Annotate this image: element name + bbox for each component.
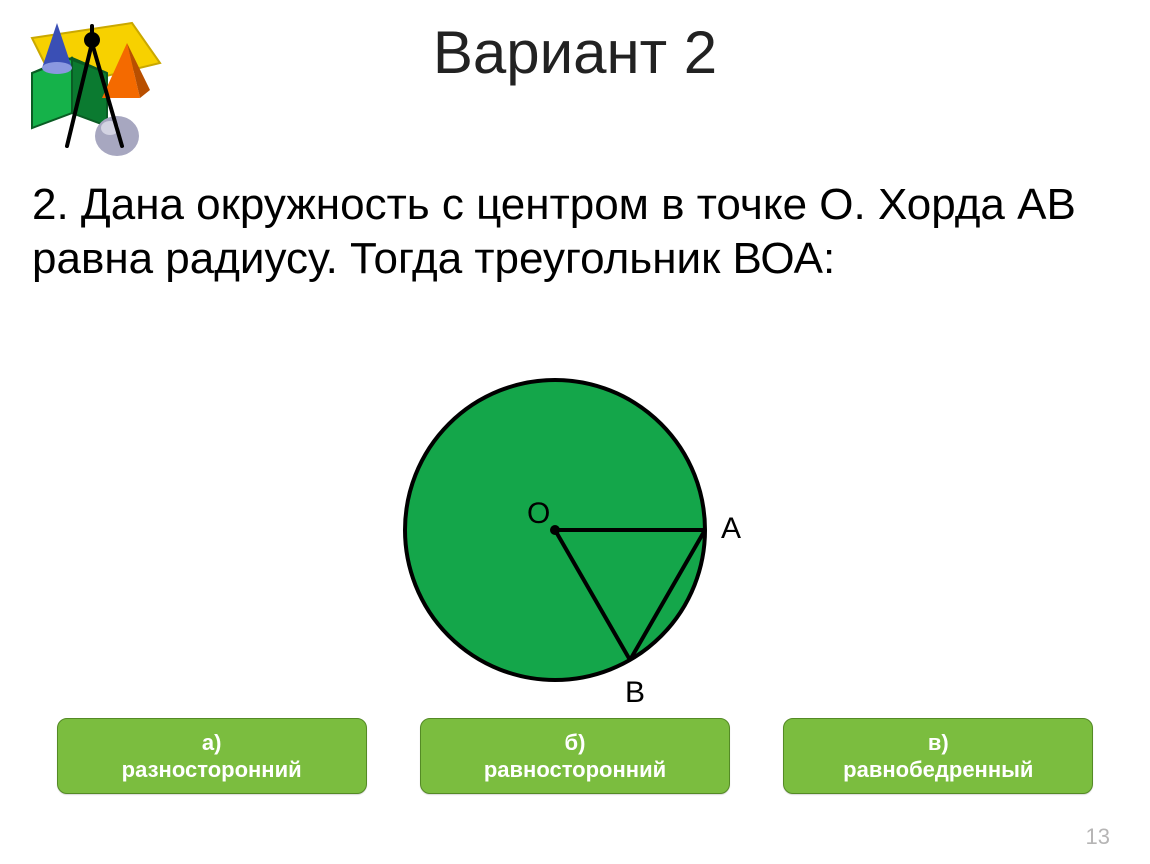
answer-letter: а) [202,729,222,757]
question-text: 2. Дана окружность с центром в точке О. … [32,178,1118,285]
page-number: 13 [1086,824,1110,850]
svg-text:А: А [721,512,741,545]
answer-word: равносторонний [484,756,666,784]
answer-c-button[interactable]: в) равнобедренный [783,718,1093,794]
answer-b-button[interactable]: б) равносторонний [420,718,730,794]
answer-word: разносторонний [122,756,302,784]
slide-title: Вариант 2 [0,18,1150,87]
answers-row: а) разносторонний б) равносторонний в) р… [0,718,1150,794]
svg-text:О: О [527,497,550,530]
circle-diagram: О А В [0,360,1150,715]
answer-letter: в) [928,729,949,757]
answer-word: равнобедренный [843,756,1033,784]
answer-letter: б) [565,729,586,757]
answer-a-button[interactable]: а) разносторонний [57,718,367,794]
svg-text:В: В [625,676,645,709]
